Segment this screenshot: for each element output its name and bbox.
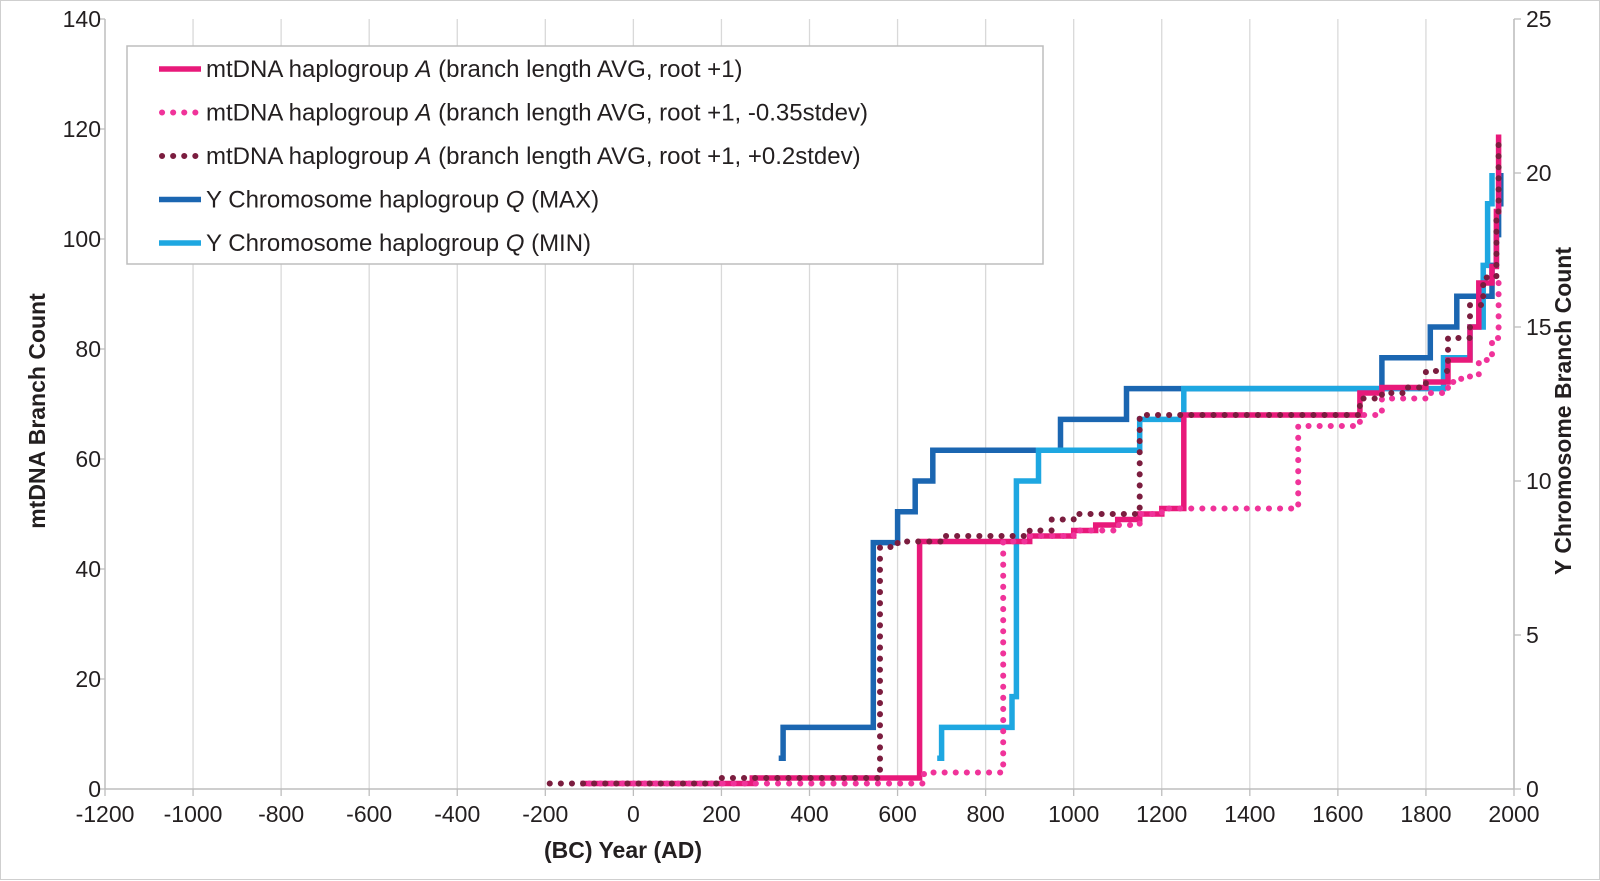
left-y-tick-label: 0 (88, 776, 101, 802)
x-axis-title: (BC) Year (AD) (544, 837, 702, 863)
series-line-2 (586, 280, 1502, 787)
x-tick-label: 200 (702, 801, 740, 827)
left-y-tick-label: 40 (75, 556, 101, 582)
series-line-3 (546, 137, 1502, 787)
left-y-tick-label: 80 (75, 336, 101, 362)
axes (98, 18, 1521, 796)
legend-label-3: mtDNA haplogroup A (branch length AVG, r… (206, 143, 861, 170)
x-tick-label: -200 (522, 801, 568, 827)
right-y-axis-title: Y Chromosome Branch Count (1550, 247, 1576, 575)
x-tick-label: 1400 (1224, 801, 1275, 827)
legend-box (126, 45, 1044, 265)
legend-label-5: Y Chromosome haplogroup Q (MIN) (206, 230, 591, 257)
right-y-tick-labels: 0 5 10 15 20 25 (1526, 6, 1552, 802)
right-y-tick-label: 20 (1526, 160, 1552, 186)
legend-label-1: mtDNA haplogroup A (branch length AVG, r… (206, 56, 743, 83)
x-tick-label: 2000 (1488, 801, 1539, 827)
right-y-tick-label: 5 (1526, 622, 1539, 648)
left-y-tick-label: 120 (63, 116, 101, 142)
x-tick-label: -1000 (164, 801, 223, 827)
legend: mtDNA haplogroup A (branch length AVG, r… (126, 45, 1044, 265)
left-y-tick-label: 100 (63, 226, 101, 252)
x-tick-label: 1000 (1048, 801, 1099, 827)
x-tick-label: 800 (966, 801, 1004, 827)
x-tick-label: -400 (434, 801, 480, 827)
right-y-tick-label: 10 (1526, 468, 1552, 494)
x-tick-label: 600 (878, 801, 916, 827)
x-tick-labels: -1200 -1000 -800 -600 -400 -200 0 200 400 600 800 1… (76, 801, 1540, 827)
legend-label-2: mtDNA haplogroup A (branch length AVG, r… (206, 100, 868, 127)
series-line-1 (580, 134, 1502, 787)
x-tick-label: -600 (346, 801, 392, 827)
x-tick-label: -1200 (76, 801, 135, 827)
left-y-tick-label: 140 (63, 6, 101, 32)
x-tick-label: 1200 (1136, 801, 1187, 827)
x-tick-label: 400 (790, 801, 828, 827)
x-tick-label: 1800 (1400, 801, 1451, 827)
x-tick-label: 0 (627, 801, 640, 827)
left-y-tick-label: 20 (75, 666, 101, 692)
series-lines (546, 134, 1504, 787)
x-tick-label: 1600 (1312, 801, 1363, 827)
right-y-tick-label: 15 (1526, 314, 1552, 340)
left-y-tick-label: 60 (75, 446, 101, 472)
right-y-tick-label: 25 (1526, 6, 1552, 32)
x-tick-label: -800 (258, 801, 304, 827)
left-y-axis-title: mtDNA Branch Count (24, 293, 50, 529)
right-y-tick-label: 0 (1526, 776, 1539, 802)
legend-label-4: Y Chromosome haplogroup Q (MAX) (206, 187, 599, 214)
left-y-tick-labels: 0 20 40 60 80 100 120 140 (63, 6, 101, 802)
